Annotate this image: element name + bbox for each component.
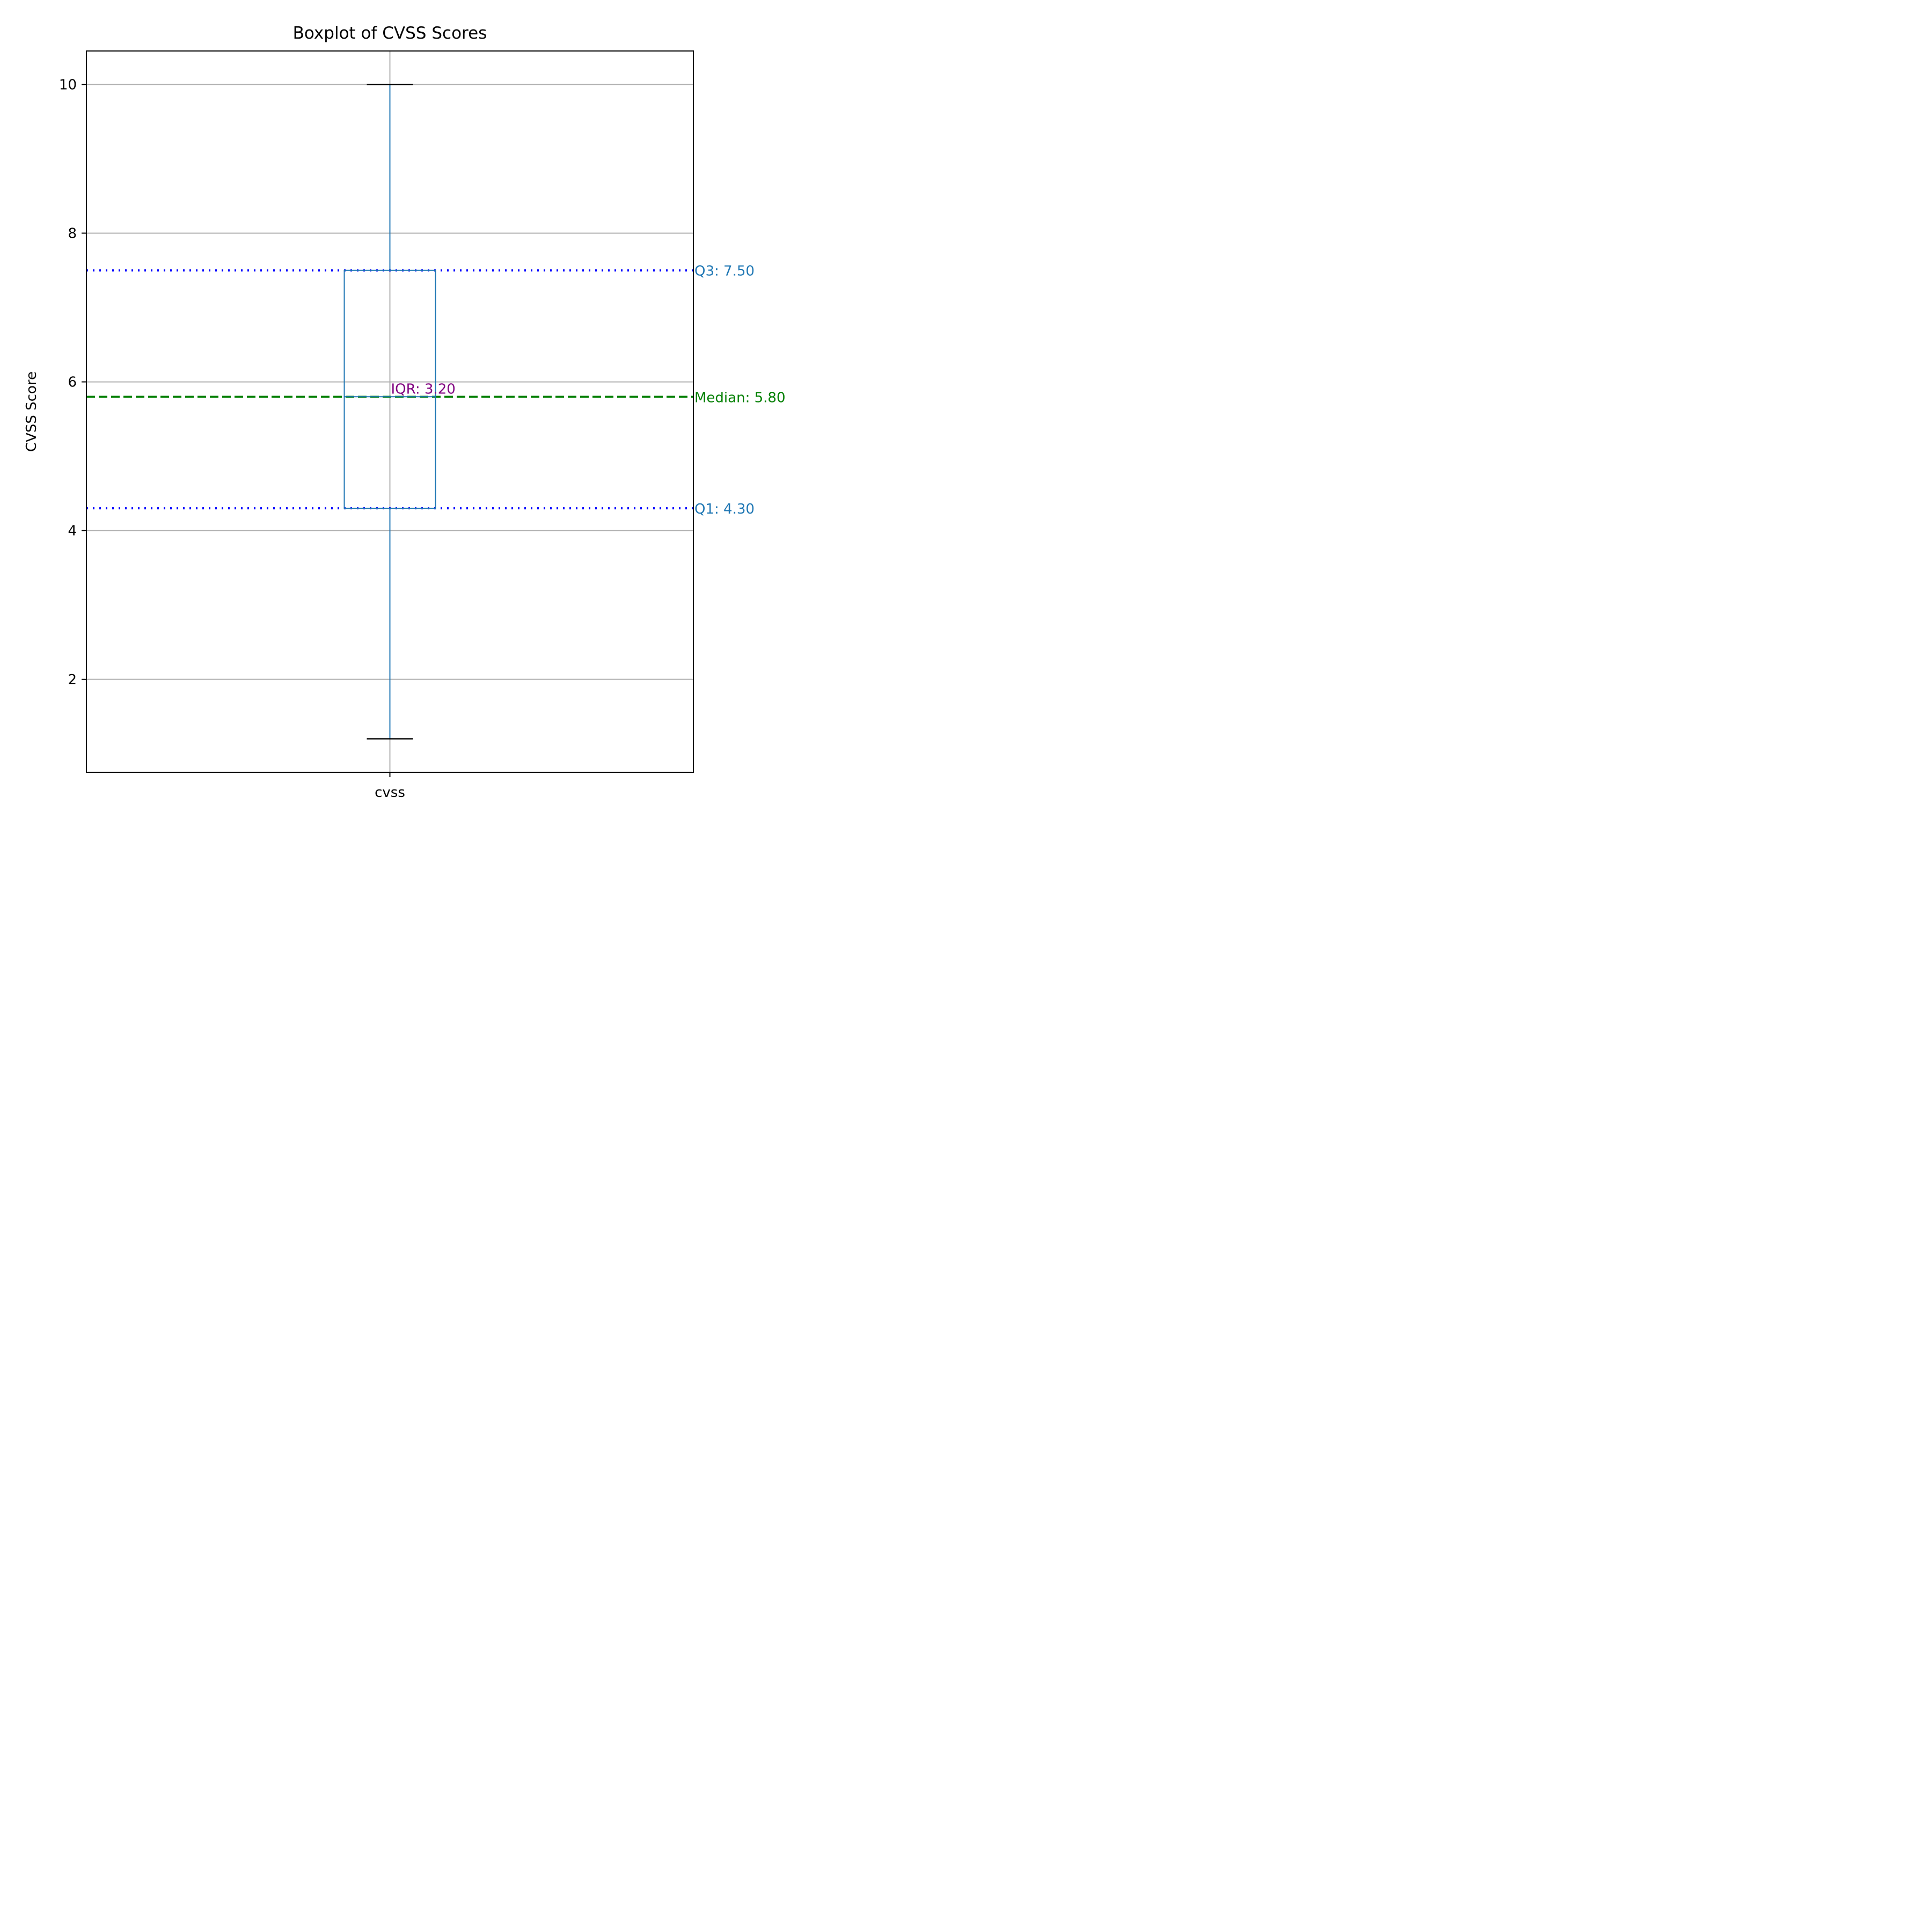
box-layer [343, 84, 436, 740]
x-tick-label: cvss [375, 785, 405, 801]
y-tick-label: 10 [59, 77, 77, 93]
q3-label: Q3: 7.50 [694, 264, 755, 280]
y-tick-label: 6 [68, 375, 77, 391]
iqr-label: IQR: 3.20 [391, 381, 456, 397]
boxplot-chart: 2 4 6 8 10 cvss Q3: 7.50 Median: 5.80 Q1: 4.30 I… [0, 0, 829, 829]
y-tick-label: 2 [68, 672, 77, 688]
q1-label: Q1: 4.30 [694, 501, 755, 517]
tick-layer: 2 4 6 8 10 cvss [59, 77, 405, 801]
chart-title: Boxplot of CVSS Scores [293, 24, 487, 43]
iqr-box [343, 269, 436, 509]
figure-background [0, 0, 829, 829]
y-tick-label: 8 [68, 225, 77, 241]
y-tick-label: 4 [68, 523, 77, 539]
annotation-layer: Q3: 7.50 Median: 5.80 Q1: 4.30 IQR: 3.20 [391, 264, 786, 517]
median-label: Median: 5.80 [694, 390, 785, 406]
y-axis-label: CVSS Score [24, 371, 40, 452]
